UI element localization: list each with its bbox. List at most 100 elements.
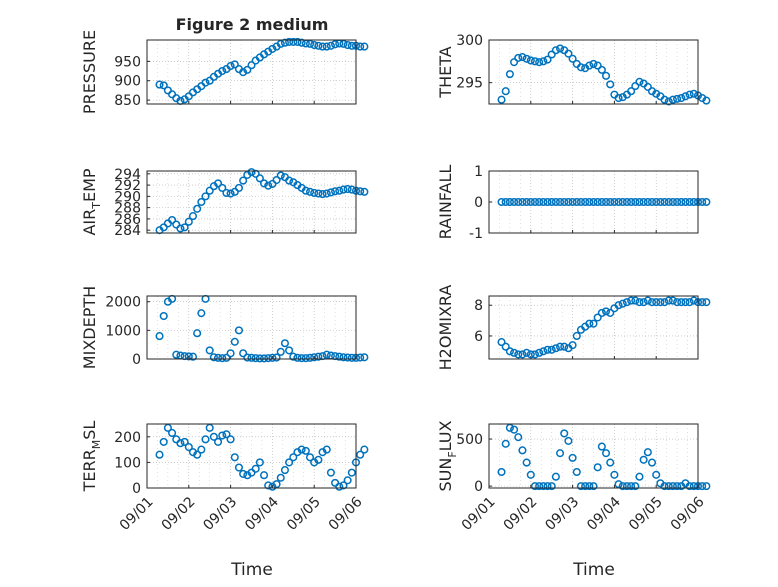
data-point [597,65,606,74]
data-point [564,197,573,207]
data-point [197,309,206,318]
data-point [159,311,168,321]
data-point [597,197,606,207]
data-point [293,37,302,46]
data-point [647,458,657,467]
data-point [239,176,248,185]
y-tick-label: 200 [114,430,141,446]
data-point [606,197,615,207]
y-tick-label: 292 [114,178,141,194]
data-point [360,187,369,196]
data-point [356,353,365,362]
data-point [576,197,586,207]
data-point [643,296,652,305]
y-tick-label: 294 [114,167,141,183]
data-point [218,66,227,76]
data-point [639,298,648,307]
data-point [314,455,323,464]
data-point [685,298,694,307]
data-point [589,59,598,68]
data-point [305,39,315,48]
data-point [255,174,264,183]
y-tick-label: 290 [114,189,141,205]
data-point [585,319,594,328]
data-point [339,185,348,194]
data-point [593,313,602,322]
data-point [631,197,640,207]
data-point [343,353,352,362]
y-axis-label: AIRTEMP [80,168,103,235]
data-point [318,190,327,199]
data-point [326,41,335,50]
data-point [551,197,560,207]
data-point [635,197,644,207]
data-point [664,97,673,106]
data-point [543,55,552,64]
data-point [622,482,631,491]
data-point [255,354,264,363]
data-point [172,350,181,359]
data-point [239,469,248,478]
data-point [535,348,544,357]
subplot-sun-flux: 09/01 09/02 09/03 09/04 09/05 09/06 0 500SUNFLU… [436,420,711,534]
data-point [685,197,694,207]
data-point [689,482,698,491]
data-point [539,57,548,66]
data-point [214,437,223,446]
data-point [497,197,506,207]
data-point [635,77,644,86]
data-point [155,80,164,89]
data-point [322,189,331,198]
data-point [155,332,164,341]
data-point [698,482,707,491]
figure-title: Figure 2 medium [176,15,329,34]
y-axis-label: PRESSURE [80,30,99,114]
x-tick-label: 09/03 [200,494,240,534]
data-point [251,464,260,473]
data-point [201,192,210,201]
data-point [497,95,506,104]
data-point [335,482,344,491]
data-point [243,65,252,74]
data-point [247,168,256,177]
data-point [568,197,577,207]
y-tick-label: 500 [456,432,483,448]
axes-box [488,39,699,105]
data-point [314,189,323,198]
data-point [556,44,565,53]
data-point [589,482,598,491]
data-point [581,482,590,491]
data-point [197,445,206,454]
data-point [518,197,527,207]
data-point [188,352,198,361]
data-point [585,197,594,207]
data-point [526,56,535,65]
subplot-h2omixra: 6 8 H2OMIXRA [436,285,711,370]
data-point [360,42,369,51]
data-point [668,482,677,491]
data-point [535,58,544,67]
data-point [222,430,231,439]
data-point [643,82,652,91]
x-tick-label: 09/04 [242,494,282,534]
data-point [673,298,682,307]
data-point [606,308,615,317]
data-point [239,68,248,77]
data-point [614,93,623,103]
y-tick-label: 284 [114,223,141,239]
data-point [698,197,707,207]
data-point [556,342,565,351]
data-point [543,345,552,354]
data-point [647,298,657,307]
data-point [664,296,673,305]
data-point [551,472,560,481]
data-point [331,40,340,49]
data-point [339,481,348,490]
data-point [614,197,623,207]
data-point [614,301,623,310]
data-point [656,197,665,207]
data-point [597,308,606,317]
data-point [660,197,669,207]
data-point [627,197,636,207]
